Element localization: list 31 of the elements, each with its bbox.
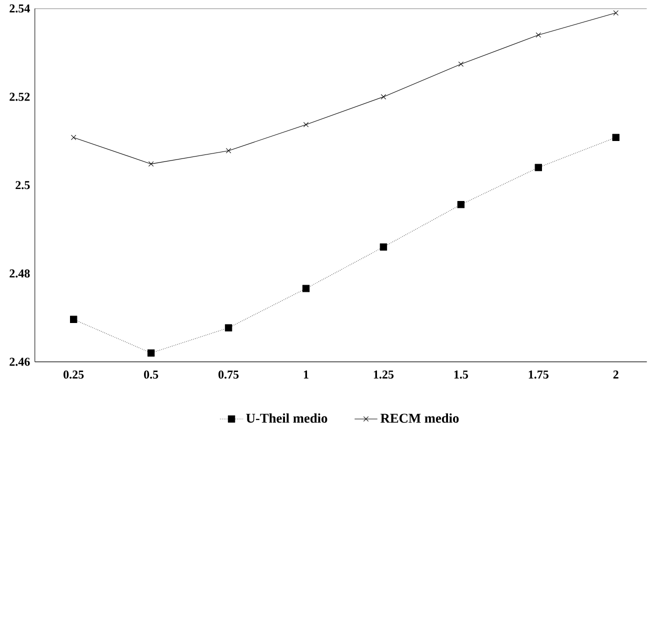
- x-tick-label: 1.75: [528, 370, 548, 378]
- point: [147, 349, 155, 356]
- x-tick-label: 1.5: [454, 370, 468, 378]
- y-tick-label: 2.46: [10, 358, 30, 366]
- x-tick-label: 1: [304, 370, 308, 378]
- point: [534, 164, 542, 171]
- point: [303, 122, 309, 128]
- y-tick-label: 2.48: [10, 269, 30, 278]
- legend-label: U-Theil medio: [246, 413, 328, 423]
- x-tick-label: 1.25: [374, 370, 394, 378]
- point: [613, 10, 618, 16]
- point: [380, 94, 386, 100]
- point: [226, 148, 232, 154]
- point: [536, 32, 542, 38]
- point: [458, 61, 464, 67]
- point: [148, 161, 154, 166]
- x-tick-label: 0.75: [218, 370, 239, 378]
- point: [70, 316, 78, 323]
- point: [70, 134, 76, 140]
- point: [302, 284, 310, 292]
- y-tick-label: 2.5: [16, 180, 30, 189]
- legend-label: RECM medio: [380, 413, 459, 423]
- x-tick-label: 0.25: [64, 370, 84, 378]
- y-tick-label: 2.54: [10, 4, 30, 12]
- point: [612, 134, 620, 141]
- y-tick-label: 2.52: [10, 92, 30, 101]
- x-tick-label: 0.5: [144, 370, 158, 378]
- point: [224, 324, 232, 332]
- point: [457, 200, 465, 208]
- point: [380, 243, 388, 250]
- x-tick-label: 2: [613, 370, 618, 378]
